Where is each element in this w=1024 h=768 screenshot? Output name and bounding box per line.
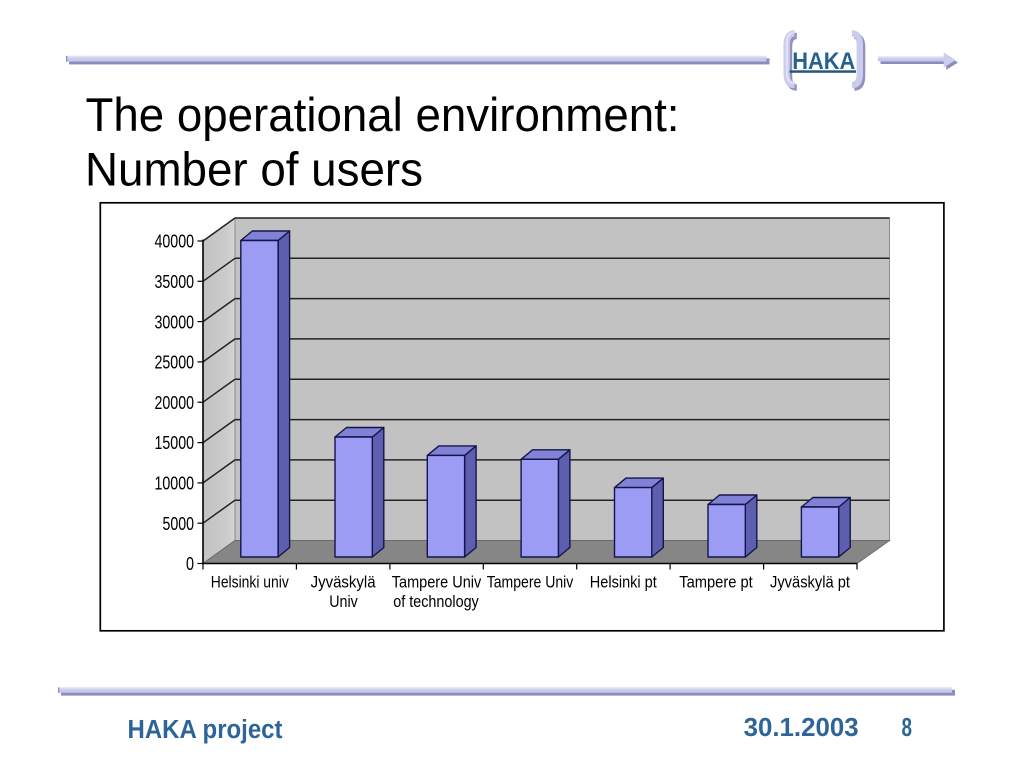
svg-text:8: 8 bbox=[902, 714, 913, 742]
svg-text:Jyväskylä: Jyväskylä bbox=[311, 574, 377, 592]
svg-text:Tampere pt: Tampere pt bbox=[679, 574, 753, 592]
svg-text:30000: 30000 bbox=[155, 312, 195, 332]
svg-text:0: 0 bbox=[186, 554, 194, 574]
svg-text:Jyväskylä pt: Jyväskylä pt bbox=[770, 574, 850, 592]
svg-text:25000: 25000 bbox=[155, 353, 195, 373]
svg-text:The operational environment:: The operational environment: bbox=[86, 88, 680, 141]
svg-text:HAKA project: HAKA project bbox=[128, 716, 283, 744]
svg-text:Helsinki pt: Helsinki pt bbox=[590, 574, 657, 592]
svg-text:Tampere Univ: Tampere Univ bbox=[487, 574, 574, 592]
svg-text:5000: 5000 bbox=[163, 514, 195, 534]
svg-text:Univ: Univ bbox=[329, 593, 358, 611]
svg-text:35000: 35000 bbox=[155, 272, 195, 292]
svg-text:Tampere Univ: Tampere Univ bbox=[392, 574, 482, 592]
svg-text:Number of users: Number of users bbox=[85, 143, 423, 196]
svg-text:40000: 40000 bbox=[155, 232, 195, 252]
svg-text:Helsinki univ: Helsinki univ bbox=[211, 574, 290, 592]
svg-text:20000: 20000 bbox=[155, 393, 195, 413]
svg-text:of technology: of technology bbox=[393, 593, 479, 611]
svg-text:10000: 10000 bbox=[155, 474, 195, 494]
svg-text:15000: 15000 bbox=[155, 433, 195, 453]
svg-text:30.1.2003: 30.1.2003 bbox=[744, 714, 859, 742]
